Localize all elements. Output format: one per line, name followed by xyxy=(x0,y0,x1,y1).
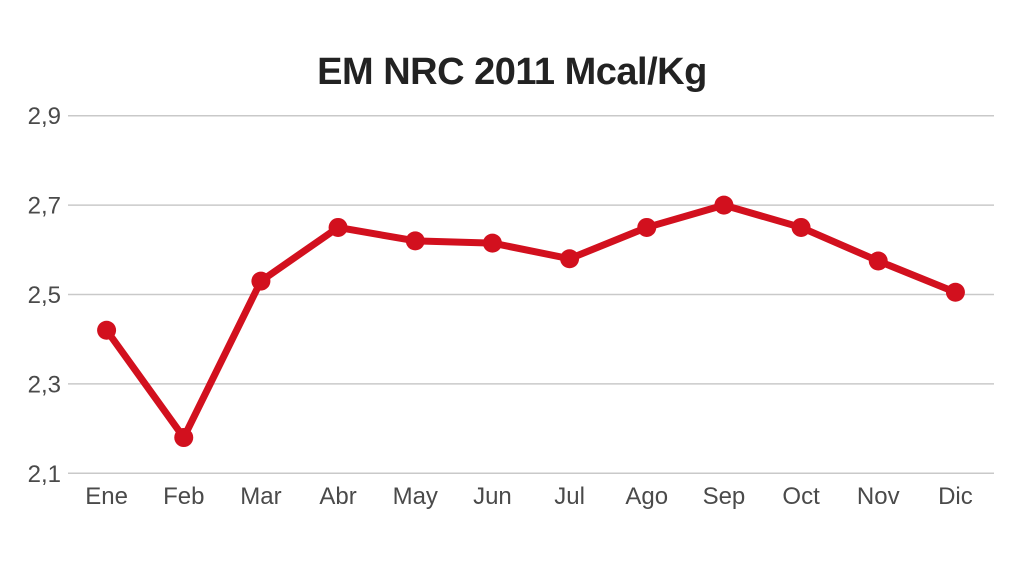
x-axis-tick-label: Oct xyxy=(782,483,820,510)
x-axis-tick-label: Jun xyxy=(473,483,512,510)
data-point xyxy=(560,249,580,269)
data-point xyxy=(174,428,194,448)
x-axis-tick-label: Dic xyxy=(938,483,973,510)
y-axis-tick-label: 2,5 xyxy=(28,282,61,309)
x-axis-tick-label: Nov xyxy=(857,483,900,510)
x-axis-tick-label: Sep xyxy=(703,483,746,510)
x-axis-tick-label: Abr xyxy=(319,483,356,510)
y-axis-tick-label: 2,9 xyxy=(28,103,61,130)
data-point xyxy=(945,282,965,302)
x-axis-tick-label: Mar xyxy=(240,483,281,510)
data-point xyxy=(251,271,271,291)
y-axis-tick-label: 2,7 xyxy=(28,193,61,220)
data-point xyxy=(405,231,425,251)
x-axis-tick-label: Ene xyxy=(85,483,128,510)
y-axis-tick-label: 2,3 xyxy=(28,371,61,398)
data-point xyxy=(328,217,348,237)
data-point xyxy=(97,320,117,340)
x-axis-tick-label: Feb xyxy=(163,483,204,510)
data-point xyxy=(637,217,657,237)
data-point xyxy=(868,251,888,271)
x-axis-tick-label: Ago xyxy=(625,483,668,510)
data-line xyxy=(103,201,959,442)
y-axis-tick-label: 2,1 xyxy=(28,461,61,488)
data-point xyxy=(714,195,734,215)
data-point xyxy=(482,233,502,253)
data-point xyxy=(791,217,811,237)
x-axis-tick-label: Jul xyxy=(554,483,585,510)
chart-title: EM NRC 2011 Mcal/Kg xyxy=(317,51,707,93)
x-axis-tick-label: May xyxy=(393,483,438,510)
